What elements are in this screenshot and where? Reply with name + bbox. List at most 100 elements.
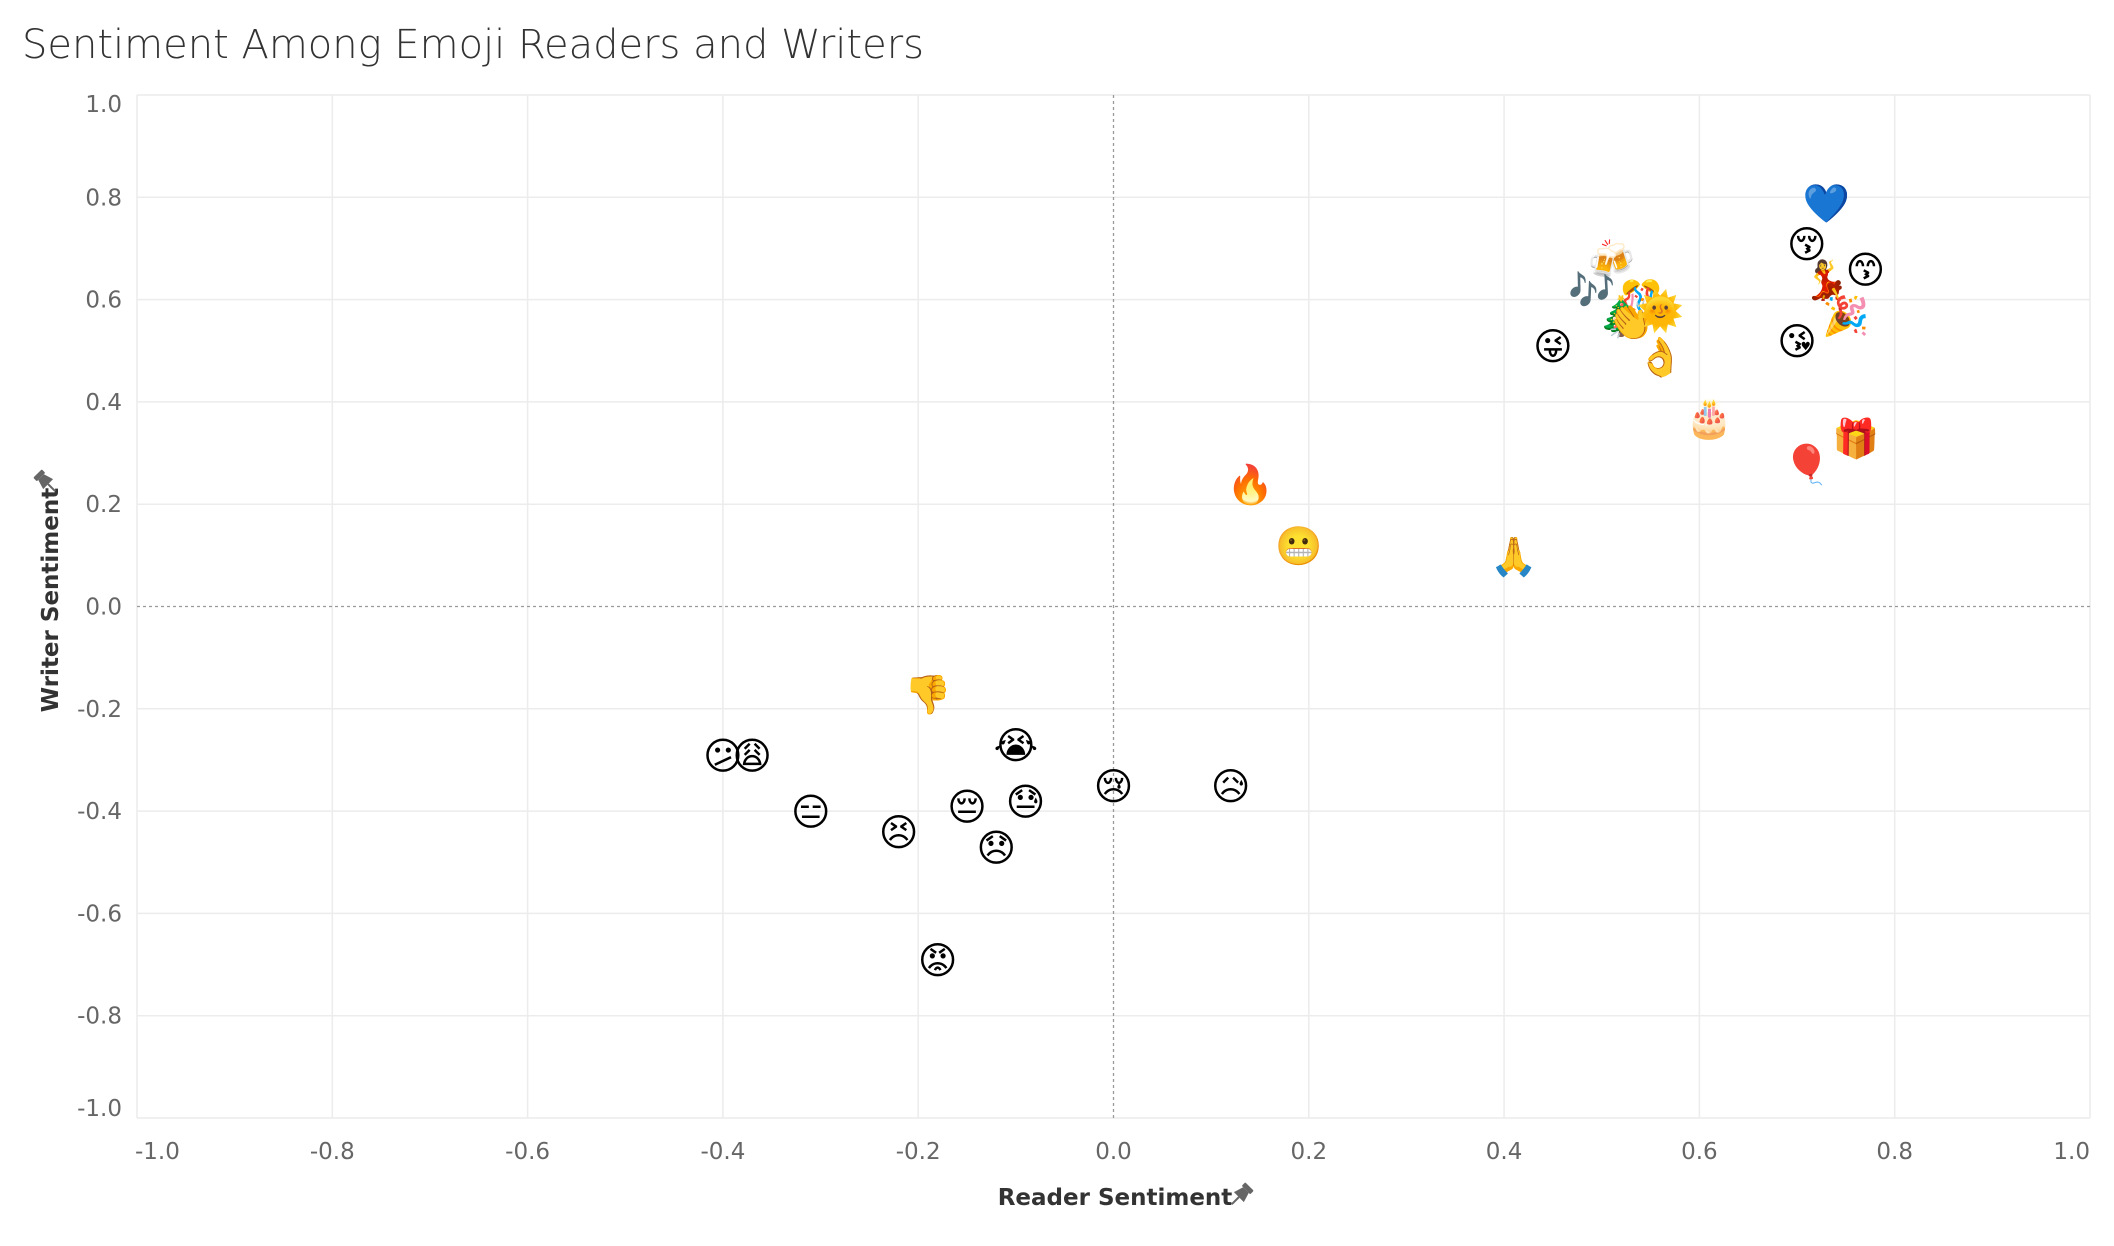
point-marker: 🎂: [1686, 395, 1733, 441]
zero-lines: [137, 95, 2090, 1118]
y-tick-label: -0.2: [77, 697, 122, 723]
point-marker: 🌞: [1637, 288, 1684, 334]
point-marker: 😡: [918, 938, 958, 982]
x-tick-label: 1.0: [2053, 1139, 2090, 1165]
data-points: 💙😚 😙 🍻🎶🎊🎄👏🌞 💃🎉😘 😜 👌🎂 🎁🎈 🔥😬 🙏 👎 😕😩 😭 😑 😣 😔 😓😞 😢 😥 😡: [699, 178, 1889, 983]
y-tick-label: -0.8: [77, 1004, 122, 1030]
point-marker: 😣: [879, 811, 919, 855]
x-tick-label: 0.2: [1291, 1139, 1328, 1165]
point-marker: 😥: [1211, 765, 1251, 809]
x-tick-label: -1.0: [135, 1139, 180, 1165]
x-tick-label: 0.4: [1486, 1139, 1523, 1165]
data-point-christmas-tree[interactable]: 🎄: [1597, 291, 1645, 339]
tick-labels: -1.0 -0.8 -0.6 -0.4 -0.2 0.0 0.2 0.4 0.6 0.8 1.0 1.…: [77, 92, 2090, 1165]
point-marker: 😑: [791, 790, 831, 834]
data-point-winking-tongue[interactable]: 😜: [1529, 322, 1577, 370]
point-marker: 🎁: [1832, 417, 1879, 461]
data-point-sun-with-face[interactable]: 🌞: [1636, 286, 1684, 334]
pin-head: [33, 469, 45, 481]
data-point-downcast-sweat[interactable]: 😓: [1002, 777, 1050, 825]
y-tick-label: 0.6: [85, 288, 122, 314]
y-tick-label: 0.0: [85, 595, 122, 621]
data-point-face-blowing-kiss[interactable]: 😘: [1773, 317, 1821, 365]
pin-body: [1233, 1187, 1249, 1203]
data-point-persevering[interactable]: 😣: [875, 808, 923, 856]
point-marker: 🔥: [1227, 463, 1274, 507]
y-axis-pin-icon[interactable]: [33, 469, 61, 497]
data-point-ok-hand[interactable]: 👌: [1636, 332, 1684, 380]
point-marker: 😬: [1275, 524, 1322, 568]
data-point-clinking-beer-mugs[interactable]: 🍻: [1588, 235, 1636, 283]
x-tick-label: 0.0: [1095, 1139, 1132, 1165]
data-point-fire[interactable]: 🔥: [1226, 460, 1274, 508]
y-tick-label: 0.4: [85, 390, 122, 416]
data-point-disappointed[interactable]: 😞: [972, 823, 1020, 871]
x-axis-title: Reader Sentiment: [998, 1185, 1233, 1211]
data-point-kissing-closed-eyes[interactable]: 😚: [1783, 219, 1831, 267]
data-point-loudly-crying[interactable]: 😭: [992, 721, 1040, 769]
point-marker: 😭: [994, 724, 1038, 768]
pin-needle: [1231, 1196, 1240, 1205]
pin-body: [38, 474, 54, 490]
data-point-dancer[interactable]: 💃: [1802, 255, 1850, 303]
data-point-balloon[interactable]: 🎈: [1783, 439, 1831, 487]
point-marker: 🎈: [1783, 441, 1830, 486]
point-marker: 😚: [1787, 222, 1827, 266]
pin-needle: [47, 483, 56, 492]
point-marker: 😢: [1094, 765, 1134, 809]
x-tick-label: -0.6: [505, 1139, 550, 1165]
point-marker: 😙: [1846, 248, 1886, 292]
data-point-weary[interactable]: 😩: [728, 731, 776, 779]
x-tick-label: 0.8: [1876, 1139, 1913, 1165]
point-marker: 🎄: [1598, 294, 1645, 338]
y-axis-title: Writer Sentiment: [38, 488, 64, 713]
point-marker: 👌: [1637, 335, 1684, 379]
x-tick-label: -0.8: [310, 1139, 355, 1165]
point-marker: 💙: [1803, 181, 1851, 225]
data-point-folded-hands[interactable]: 🙏: [1490, 531, 1538, 579]
data-point-birthday-cake[interactable]: 🎂: [1685, 393, 1733, 441]
chart-title: Sentiment Among Emoji Readers and Writer…: [22, 22, 924, 68]
data-point-pensive[interactable]: 😔: [943, 782, 991, 830]
point-marker: 😔: [947, 785, 987, 829]
data-point-confused[interactable]: 😕: [699, 731, 747, 779]
data-point-kissing-smiling-eyes[interactable]: 😙: [1841, 245, 1889, 293]
point-marker: 🎉: [1822, 294, 1869, 339]
data-point-clapping-hands[interactable]: 👏: [1607, 296, 1655, 344]
point-marker: 😘: [1777, 320, 1817, 364]
data-point-crying[interactable]: 😢: [1090, 762, 1138, 810]
y-tick-label: -0.4: [77, 799, 122, 825]
y-tick-label: -1.0: [77, 1096, 122, 1122]
point-marker: 👏: [1607, 299, 1654, 343]
data-point-blue-heart[interactable]: 💙: [1802, 178, 1851, 226]
y-tick-label: -0.6: [77, 901, 122, 927]
data-point-thumbs-down[interactable]: 👎: [904, 669, 952, 717]
y-tick-label: 0.2: [85, 492, 122, 518]
point-marker: 🎊: [1617, 278, 1664, 323]
x-tick-label: 0.6: [1681, 1139, 1718, 1165]
data-point-wrapped-gift[interactable]: 🎁: [1832, 414, 1880, 462]
data-point-confetti-ball[interactable]: 🎊: [1617, 276, 1665, 324]
data-point-pouting[interactable]: 😡: [914, 935, 962, 983]
x-tick-label: -0.4: [700, 1139, 745, 1165]
data-point-party-popper[interactable]: 🎉: [1822, 291, 1870, 339]
point-marker: 😓: [1006, 780, 1046, 824]
point-marker: 😞: [977, 826, 1017, 870]
point-marker: 😕: [703, 734, 743, 778]
data-point-expressionless[interactable]: 😑: [787, 787, 835, 835]
data-point-musical-notes[interactable]: 🎶: [1568, 265, 1616, 313]
point-marker: 👎: [904, 672, 951, 716]
point-marker: 🎶: [1568, 268, 1615, 312]
data-point-grimacing[interactable]: 😬: [1275, 521, 1323, 569]
y-tick-label: 0.8: [85, 185, 122, 211]
pin-head: [1242, 1182, 1254, 1194]
x-tick-label: -0.2: [896, 1139, 941, 1165]
point-marker: 😜: [1533, 325, 1573, 369]
point-marker: 🙏: [1490, 534, 1537, 578]
point-marker: 🍻: [1588, 238, 1635, 282]
data-point-sad-relieved[interactable]: 😥: [1207, 762, 1255, 810]
x-axis-pin-icon[interactable]: [1227, 1182, 1255, 1210]
point-marker: 💃: [1803, 258, 1850, 303]
y-tick-label: 1.0: [85, 92, 122, 118]
